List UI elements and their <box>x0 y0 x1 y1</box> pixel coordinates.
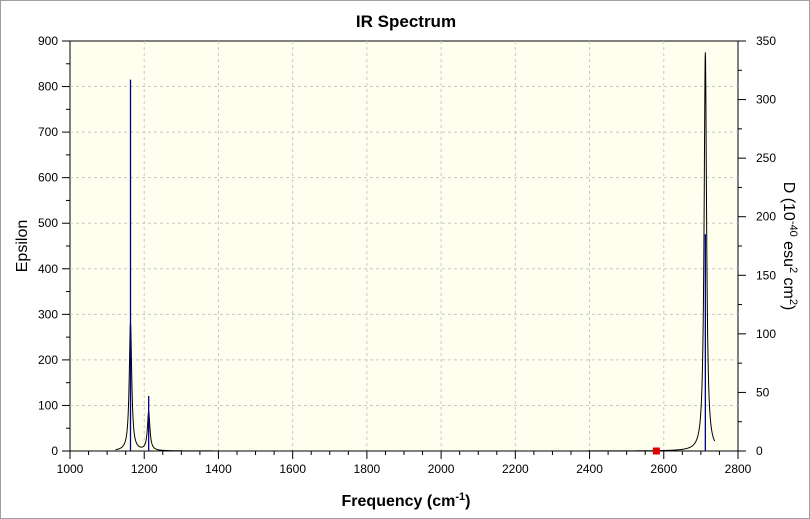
position-marker[interactable] <box>652 447 660 455</box>
y2-axis-label: D (10-40 esu2 cm2) <box>780 182 799 311</box>
x-axis-label: Frequency (cm-1) <box>342 491 471 510</box>
x-tick-label: 2800 <box>725 462 752 476</box>
y-tick-label: 0 <box>51 444 58 458</box>
chart-title: IR Spectrum <box>356 12 456 31</box>
x-tick-label: 2200 <box>502 462 529 476</box>
x-tick-label: 2600 <box>650 462 677 476</box>
x-tick-label: 1600 <box>279 462 306 476</box>
x-tick-label: 2400 <box>576 462 603 476</box>
y-tick-label: 700 <box>38 125 58 139</box>
y2-tick-label: 50 <box>756 385 770 399</box>
y-tick-label: 100 <box>38 398 58 412</box>
y2-tick-label: 0 <box>756 444 763 458</box>
plot-area <box>69 40 739 452</box>
x-tick-label: 1000 <box>57 462 84 476</box>
y2-tick-label: 100 <box>756 327 776 341</box>
spectrum-line <box>115 52 716 452</box>
y-tick-label: 800 <box>38 80 58 94</box>
y2-tick-label: 350 <box>756 34 776 48</box>
y-tick-label: 900 <box>38 34 58 48</box>
stick-series <box>129 79 706 451</box>
x-tick-label: 1400 <box>205 462 232 476</box>
y-tick-label: 200 <box>38 353 58 367</box>
x-tick-label: 1800 <box>354 462 381 476</box>
grid <box>70 41 738 451</box>
x-tick-label: 1200 <box>131 462 158 476</box>
y-tick-label: 300 <box>38 307 58 321</box>
y2-tick-label: 150 <box>756 268 776 282</box>
y-axis-left: 0 100 200 300 400 500 600 700 800 900 <box>38 34 70 458</box>
y2-tick-label: 300 <box>756 93 776 107</box>
marker-group <box>652 447 660 455</box>
y2-tick-label: 250 <box>756 151 776 165</box>
spectrum-series <box>115 52 716 452</box>
y-axis-right: 0 50 100 150 200 250 300 350 <box>738 34 776 458</box>
x-tick-label: 2000 <box>428 462 455 476</box>
y-tick-label: 500 <box>38 216 58 230</box>
y2-tick-label: 200 <box>756 210 776 224</box>
y-axis-label: Epsilon <box>14 220 31 272</box>
y-tick-label: 400 <box>38 262 58 276</box>
x-axis: 1000 1200 1400 1600 1800 2000 2200 2400 2600 2800 <box>57 451 752 476</box>
y-tick-label: 600 <box>38 171 58 185</box>
